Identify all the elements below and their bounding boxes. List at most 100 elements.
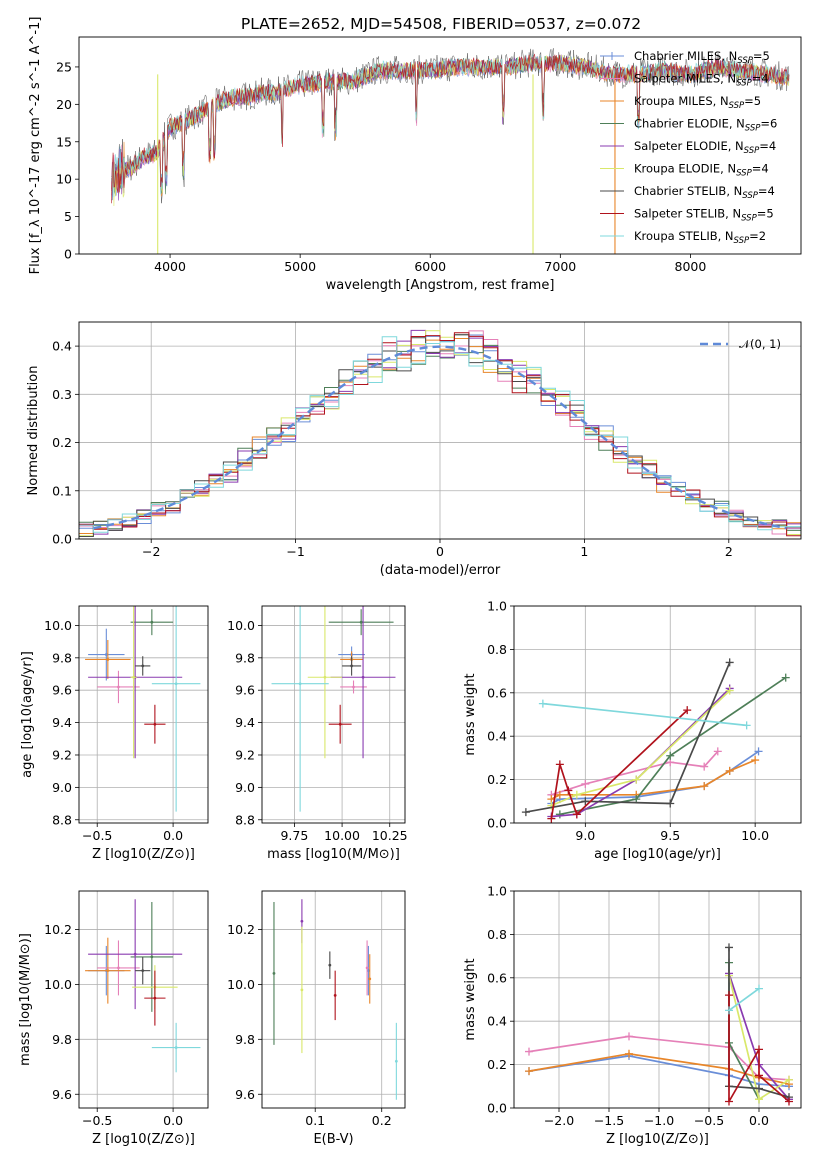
- mass-weight-vs-age-marker: [666, 799, 675, 808]
- mass-vs-EBV-point: [272, 972, 276, 975]
- spectrum-xtick-label: 8000: [675, 259, 707, 274]
- figure-title: PLATE=2652, MJD=54508, FIBERID=0537, z=0…: [241, 15, 641, 33]
- age-vs-Z-point: [117, 685, 120, 689]
- age-vs-mass-point: [298, 682, 302, 686]
- age-vs-Z-point: [106, 658, 110, 661]
- mass-weight-vs-age-xtick-label: 10.0: [741, 828, 769, 843]
- legend-subscript: SSP: [737, 56, 753, 66]
- age-vs-Z-xtick-label: −0.5: [82, 828, 112, 843]
- mass-vs-EBV-xlabel: E(B-V): [313, 1132, 353, 1147]
- mass-weight-vs-age-series-chabrier-elodie: [559, 676, 787, 816]
- mass-weight-vs-Z-marker: [525, 1047, 533, 1056]
- mass-weight-vs-age-xlabel: age [log10(age/yr)]: [594, 847, 721, 862]
- spectrum-ylabel: Flux [f_λ 10^-17 erg cm^-2 s^-1 A^-1]: [28, 17, 43, 275]
- residuals-frame: [78, 321, 802, 540]
- legend-marker: [608, 52, 616, 60]
- age-vs-Z-point: [150, 620, 154, 624]
- residuals-ytick-label: 0.4: [52, 339, 72, 354]
- mass-weight-vs-Z-ytick-label: 0.6: [487, 970, 507, 985]
- legend-label: Chabrier MILES, NSSP=5: [634, 49, 770, 66]
- chart-layer: 4000 5000 6000 7000 80000510152025wavelength…: [18, 17, 802, 1147]
- mass-weight-vs-age-marker: [555, 810, 564, 819]
- mass-weight-vs-age-panel: 9.0 9.5 10.0 0.0 0.2 0.4 0.6 0.8 1.0 age [log10(a…: [463, 599, 802, 862]
- mass-vs-Z-point: [153, 996, 157, 1000]
- mass-weight-vs-Z-marker: [725, 943, 733, 952]
- age-vs-mass-xlabel: mass [log10(M/M⊙)]: [267, 847, 400, 862]
- mass-vs-Z-point: [106, 969, 110, 973]
- mass-vs-EBV-point: [365, 966, 369, 970]
- legend-subscript: SSP: [736, 169, 752, 179]
- mass-weight-vs-age-marker: [572, 810, 581, 819]
- spectrum-ytick-label: 25: [56, 59, 72, 74]
- spectrum-plot-area: [111, 48, 790, 254]
- age-vs-Z-ytick-label: 10.0: [44, 618, 72, 633]
- legend-label: Salpeter MILES, NSSP=4: [634, 72, 769, 89]
- mass-weight-vs-Z-series-kroupa-stelib: [728, 987, 760, 1012]
- spectrum-xlabel: wavelength [Angstrom, rest frame]: [326, 278, 555, 293]
- mass-weight-vs-Z-plot-area: [514, 891, 801, 1108]
- spectrum-xtick-label: 4000: [154, 259, 186, 274]
- age-vs-Z-ytick-label: 9.4: [52, 715, 72, 730]
- mass-weight-vs-age-marker: [713, 747, 722, 756]
- age-vs-mass-point: [323, 675, 327, 679]
- legend-subscript: SSP: [736, 79, 752, 89]
- legend-value: =4: [758, 184, 775, 198]
- mass-weight-vs-age-ytick-label: 0.6: [487, 685, 507, 700]
- mass-weight-vs-age-marker: [555, 790, 564, 799]
- mass-vs-Z-xtick-label: −0.5: [82, 1113, 112, 1128]
- mass-weight-vs-Z-marker: [725, 1006, 733, 1015]
- spectrum-xtick-label: 5000: [284, 259, 316, 274]
- mass-weight-vs-age-ytick-label: 0.2: [487, 772, 507, 787]
- legend-subscript: SSP: [729, 101, 745, 111]
- legend-subscript: SSP: [741, 214, 757, 224]
- mass-weight-vs-age-marker: [555, 760, 564, 769]
- mass-weight-vs-age-marker: [581, 779, 590, 788]
- legend-label: Chabrier STELIB, NSSP=4: [634, 184, 775, 201]
- mass-weight-vs-Z-ytick-label: 0.2: [487, 1057, 507, 1072]
- age-vs-Z-frame: [78, 605, 209, 824]
- age-vs-Z-ytick-label: 9.6: [52, 683, 72, 698]
- legend-label: Kroupa MILES, NSSP=5: [634, 94, 761, 111]
- residuals-xtick-label: 0: [436, 544, 444, 559]
- age-vs-mass-ytick-label: 10.0: [227, 618, 255, 633]
- legend-label: 𝒩(0, 1): [739, 337, 781, 351]
- mass-weight-vs-Z-xtick-label: −1.0: [644, 1113, 674, 1128]
- residuals-xlabel: (data-model)/error: [380, 563, 501, 578]
- mass-vs-Z-xlabel: Z [log10(Z/Z⊙)]: [92, 1132, 195, 1147]
- mass-weight-vs-age-marker: [581, 797, 590, 806]
- age-vs-Z-point: [132, 675, 136, 679]
- mass-weight-vs-age-marker: [521, 808, 530, 817]
- mass-vs-Z-point: [117, 966, 120, 970]
- mass-weight-vs-age-ytick-label: 1.0: [487, 599, 507, 614]
- spectrum-xtick-label: 7000: [544, 259, 576, 274]
- age-vs-mass-xtick-label: 10.00: [324, 828, 360, 843]
- mass-vs-EBV-point: [368, 977, 372, 981]
- spectrum-ytick-label: 15: [56, 134, 72, 149]
- mass-weight-vs-age-xtick-label: 9.0: [575, 828, 595, 843]
- mass-weight-vs-age-marker: [742, 721, 751, 730]
- mass-vs-Z-ytick-label: 9.8: [52, 1032, 72, 1047]
- age-vs-mass-ytick-label: 9.0: [235, 780, 255, 795]
- age-vs-mass-ytick-label: 9.2: [235, 747, 255, 762]
- mass-weight-vs-age-marker: [683, 706, 692, 715]
- mass-vs-EBV-xtick-label: 0.2: [372, 1113, 392, 1128]
- legend-value: =5: [757, 207, 774, 221]
- mass-weight-vs-age-series-chabrier-miles: [551, 750, 759, 805]
- age-vs-Z-ytick-label: 9.8: [52, 650, 72, 665]
- legend-label: Chabrier ELODIE, NSSP=6: [634, 117, 777, 134]
- mass-weight-vs-age-marker: [564, 786, 573, 795]
- mass-weight-vs-age-marker: [781, 673, 790, 682]
- mass-weight-vs-Z-marker: [785, 1097, 793, 1106]
- spectrum-series-salpeter-stelib: [111, 53, 790, 204]
- residuals-xtick-label: 1: [580, 544, 588, 559]
- mass-weight-vs-Z-xtick-label: −0.5: [694, 1113, 724, 1128]
- spectrum-xtick-label: 6000: [414, 259, 446, 274]
- mass-weight-vs-age-marker: [754, 747, 763, 756]
- mass-weight-vs-age-marker: [700, 782, 709, 791]
- legend-subscript: SSP: [745, 124, 761, 134]
- mass-vs-EBV-point: [394, 1059, 398, 1063]
- mass-vs-EBV-point: [367, 969, 370, 973]
- spectrum-panel: 4000 5000 6000 7000 8000 0 5 10 15 20 25 wavelength…: [28, 17, 802, 293]
- mass-vs-EBV-ytick-label: 9.8: [235, 1032, 255, 1047]
